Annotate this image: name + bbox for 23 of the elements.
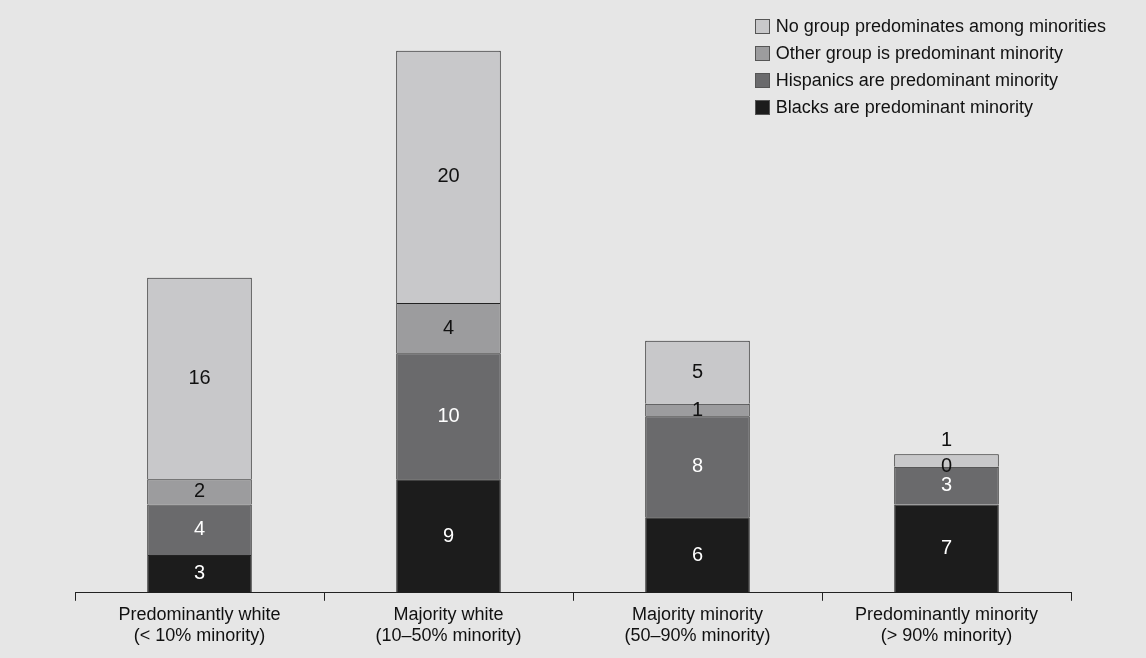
data-label: 4 [193,517,206,540]
data-label: 3 [193,561,206,584]
data-label: 7 [940,536,953,559]
data-label: 10 [437,403,460,426]
data-label: 1 [940,427,953,450]
data-label: 3 [940,473,953,496]
legend-label: Other group is predominant minority [775,43,1063,64]
x-tick-label: Majority minority (50–90% minority) [624,603,771,646]
data-label: 2 [193,479,206,502]
legend-label: No group predominates among minorities [775,16,1106,37]
data-label: 4 [442,315,455,338]
data-label: 20 [437,164,460,187]
x-tick-label: Predominantly white (< 10% minority) [118,603,281,646]
x-tick-label: Majority white (10–50% minority) [375,603,522,646]
data-label: 9 [442,523,455,546]
data-label: 16 [188,366,211,389]
legend-label: Blacks are predominant minority [775,97,1033,118]
data-label: 1 [691,397,704,420]
data-label: 8 [691,454,704,477]
legend-label: Hispanics are predominant minority [775,70,1058,91]
x-tick-label: Predominantly minority (> 90% minority) [854,603,1039,646]
data-label: 6 [691,542,704,565]
data-label: 5 [691,359,704,382]
